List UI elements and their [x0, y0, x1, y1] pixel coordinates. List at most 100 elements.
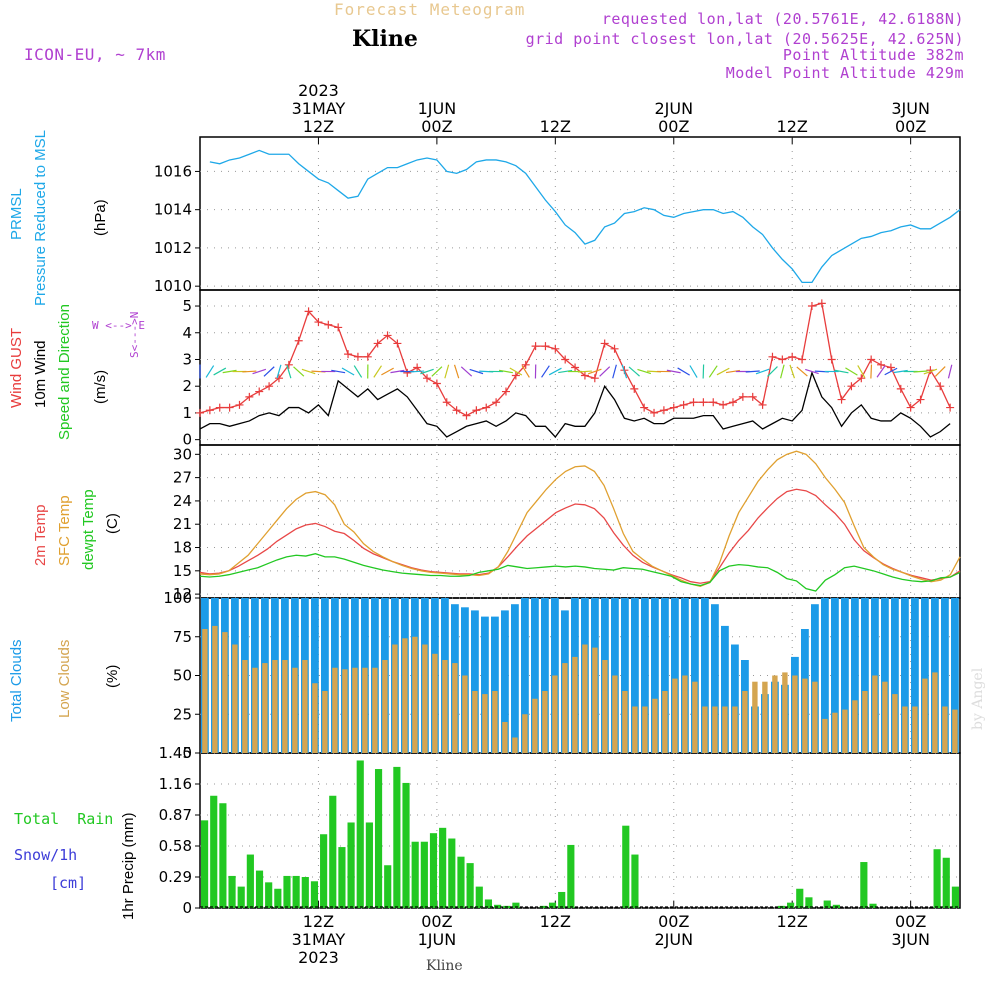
- total-cloud-bar: [321, 598, 329, 753]
- total-cloud-bar: [891, 598, 899, 753]
- rain-bar: [347, 822, 355, 908]
- low-cloud-bar: [712, 706, 718, 753]
- wind-dir-arrow: [558, 369, 573, 374]
- low-cloud-bar: [572, 656, 578, 753]
- time-label-top: 1JUN: [418, 99, 457, 118]
- total-cloud-bar: [821, 598, 829, 753]
- wind-dir-arrow: [431, 366, 443, 377]
- time-label-bottom: 3JUN: [891, 930, 930, 949]
- low-cloud-bar: [272, 660, 278, 753]
- pressure-line: [209, 149, 961, 284]
- gust-marker: [255, 387, 264, 396]
- wind-dir-arrow: [621, 364, 628, 379]
- wind-dir-arrow: [628, 366, 640, 377]
- wind-dir-arrow: [521, 365, 530, 378]
- total-cloud-bar: [481, 616, 489, 753]
- gust-marker: [353, 352, 362, 361]
- ytick-label-temperature: 18: [173, 539, 192, 557]
- low-cloud-bar: [292, 667, 298, 753]
- gust-marker: [432, 379, 441, 388]
- time-label-bottom: 2JUN: [654, 930, 693, 949]
- wind-dir-arrow: [857, 365, 866, 378]
- low-cloud-bar: [302, 660, 308, 753]
- gust-marker: [511, 371, 520, 380]
- low-cloud-bar: [482, 694, 488, 753]
- wind-dir-arrow: [263, 366, 275, 377]
- time-label-bottom: 2023: [298, 948, 339, 967]
- low-cloud-bar: [222, 632, 228, 753]
- gust-marker: [551, 344, 560, 353]
- rain-bar: [320, 834, 328, 908]
- total-cloud-bar: [531, 598, 539, 753]
- rain-bar: [265, 882, 273, 908]
- rain-bar: [429, 833, 438, 908]
- gust-marker: [324, 320, 333, 329]
- gust-marker: [225, 403, 234, 412]
- total-cloud-bar: [881, 598, 889, 753]
- total-cloud-bar: [811, 604, 819, 753]
- gust-marker: [650, 408, 659, 417]
- total-cloud-bar: [691, 598, 699, 753]
- gust-marker: [531, 342, 540, 351]
- time-label-top: 12Z: [540, 117, 571, 136]
- gust-marker: [788, 352, 797, 361]
- gust-marker: [807, 302, 816, 311]
- rain-bar: [246, 854, 254, 908]
- gust-marker: [817, 299, 826, 308]
- time-label-bottom: 00Z: [658, 912, 689, 931]
- rain-bar: [356, 760, 364, 908]
- rain-bar: [512, 902, 520, 908]
- wind-dir-arrow: [599, 366, 611, 377]
- total-cloud-bar: [471, 610, 479, 753]
- gust-marker: [413, 363, 422, 372]
- total-cloud-bar: [901, 598, 909, 753]
- low-cloud-bar: [852, 700, 858, 753]
- low-cloud-bar: [842, 709, 848, 753]
- low-cloud-bar: [582, 644, 588, 753]
- wind-line: [199, 370, 951, 439]
- ytick-label-clouds: 50: [173, 667, 192, 685]
- sfc-temp-line: [199, 450, 961, 588]
- total-cloud-bar: [651, 598, 659, 753]
- gust-marker: [946, 403, 955, 412]
- gust-marker: [521, 360, 530, 369]
- rain-bar: [228, 875, 236, 908]
- wind-dir-arrow: [453, 364, 460, 379]
- total-cloud-bar: [861, 598, 869, 753]
- low-cloud-bar: [592, 647, 598, 753]
- low-cloud-bar: [642, 706, 648, 753]
- gust-marker: [877, 360, 886, 369]
- rain-bar: [393, 766, 401, 908]
- gust-marker: [610, 344, 619, 353]
- low-cloud-bar: [692, 681, 698, 753]
- footer-place: Kline: [426, 958, 463, 974]
- gust-marker: [245, 392, 254, 401]
- low-cloud-bar: [342, 669, 348, 753]
- wind-dir-arrow: [410, 370, 425, 373]
- rain-bar: [210, 795, 218, 908]
- ytick-label-precip: 1.45: [159, 744, 192, 762]
- total-cloud-bar: [731, 644, 739, 753]
- gust-marker: [659, 406, 668, 415]
- gust-marker: [501, 387, 510, 396]
- wind-dir-arrow: [587, 368, 602, 375]
- gust-marker: [719, 400, 728, 409]
- time-label-bottom: 12Z: [540, 912, 571, 931]
- rain-bar: [860, 862, 868, 908]
- wind-dir-arrow: [381, 367, 394, 376]
- wind-dir-arrow: [509, 367, 523, 376]
- gust-marker: [541, 342, 550, 351]
- low-cloud-bar: [622, 691, 628, 753]
- panel-frame-temperature: [199, 444, 961, 599]
- low-cloud-bar: [462, 675, 468, 753]
- low-cloud-bar: [732, 706, 738, 753]
- low-cloud-bar: [892, 694, 898, 753]
- low-cloud-bar: [392, 644, 398, 753]
- rain-bar: [869, 903, 877, 908]
- wind-dir-arrow: [548, 367, 562, 376]
- gust-marker: [827, 355, 836, 364]
- ytick-label-pressure: 1016: [154, 162, 192, 180]
- wind-dir-arrow: [884, 367, 898, 376]
- low-cloud-bar: [822, 718, 828, 753]
